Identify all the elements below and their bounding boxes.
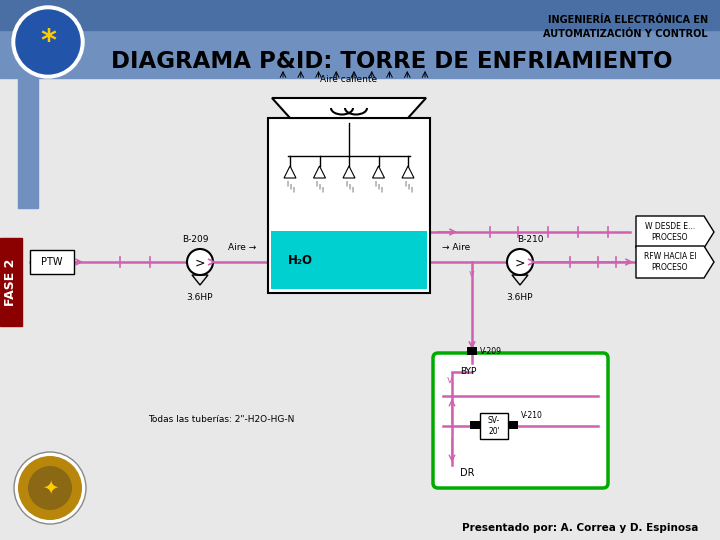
Text: |: |	[377, 183, 379, 189]
Circle shape	[18, 456, 82, 520]
Text: |: |	[348, 183, 350, 189]
Text: |: |	[407, 183, 409, 189]
Text: |: |	[374, 180, 377, 186]
Bar	[508, 421, 518, 429]
Polygon shape	[272, 98, 426, 118]
Text: RFW HACIA El
PROCESO: RFW HACIA El PROCESO	[644, 252, 696, 272]
Bar	[0, 238, 22, 326]
Bar	[18, 78, 38, 208]
Circle shape	[28, 466, 72, 510]
Circle shape	[187, 249, 213, 275]
Bar	[268, 118, 430, 293]
Text: ✦: ✦	[42, 478, 58, 497]
Bar	[470, 421, 480, 429]
Text: V-210: V-210	[521, 411, 543, 421]
FancyBboxPatch shape	[433, 353, 608, 488]
Text: DR: DR	[460, 468, 474, 478]
Text: BYP: BYP	[460, 368, 477, 376]
Bar	[271, 231, 427, 289]
Text: >: >	[515, 256, 526, 269]
Text: |: |	[322, 186, 323, 192]
Polygon shape	[636, 246, 714, 278]
Circle shape	[12, 6, 84, 78]
Circle shape	[14, 452, 86, 524]
Text: |: |	[318, 183, 320, 189]
Text: Presentado por: A. Correa y D. Espinosa: Presentado por: A. Correa y D. Espinosa	[462, 523, 698, 533]
Text: Aire →: Aire →	[228, 242, 256, 252]
Text: B-210: B-210	[517, 235, 544, 245]
Bar	[480, 413, 508, 439]
Text: INGENIERÍA ELECTRÓNICA EN: INGENIERÍA ELECTRÓNICA EN	[548, 15, 708, 25]
Text: |: |	[404, 180, 406, 186]
Text: FASE 2: FASE 2	[4, 258, 17, 306]
Bar	[467, 347, 477, 355]
Bar	[30, 250, 74, 274]
Text: W DESDE E...
PROCESO: W DESDE E... PROCESO	[645, 222, 695, 242]
Text: |: |	[380, 186, 382, 192]
Circle shape	[507, 249, 533, 275]
Text: 3.6HP: 3.6HP	[507, 294, 534, 302]
Text: → Aire: → Aire	[442, 242, 470, 252]
Text: Aire caliente: Aire caliente	[320, 76, 377, 84]
Text: |: |	[351, 186, 353, 192]
Text: AUTOMATIZACIÓN Y CONTROL: AUTOMATIZACIÓN Y CONTROL	[544, 29, 708, 39]
Text: V-209: V-209	[480, 347, 502, 355]
Text: Todas las tuberías: 2"-H2O-HG-N: Todas las tuberías: 2"-H2O-HG-N	[148, 415, 294, 424]
Text: 3.6HP: 3.6HP	[186, 294, 213, 302]
Text: |: |	[289, 183, 291, 189]
Polygon shape	[636, 216, 714, 248]
Bar	[0, 0, 720, 78]
Text: v: v	[469, 269, 475, 279]
Text: SV-
20': SV- 20'	[488, 416, 500, 436]
Text: PTW: PTW	[41, 257, 63, 267]
Text: |: |	[286, 180, 288, 186]
Text: |: |	[292, 186, 294, 192]
Text: |: |	[345, 180, 347, 186]
Text: *: *	[40, 28, 56, 57]
Circle shape	[16, 10, 80, 74]
Bar	[0, 0, 720, 30]
Text: DIAGRAMA P&ID: TORRE DE ENFRIAMIENTO: DIAGRAMA P&ID: TORRE DE ENFRIAMIENTO	[112, 51, 672, 73]
Text: |: |	[315, 180, 318, 186]
Text: H₂O: H₂O	[288, 254, 313, 267]
Text: >: >	[194, 256, 205, 269]
Text: |: |	[410, 186, 412, 192]
Text: B-209: B-209	[181, 235, 208, 245]
Text: v: v	[447, 375, 453, 385]
